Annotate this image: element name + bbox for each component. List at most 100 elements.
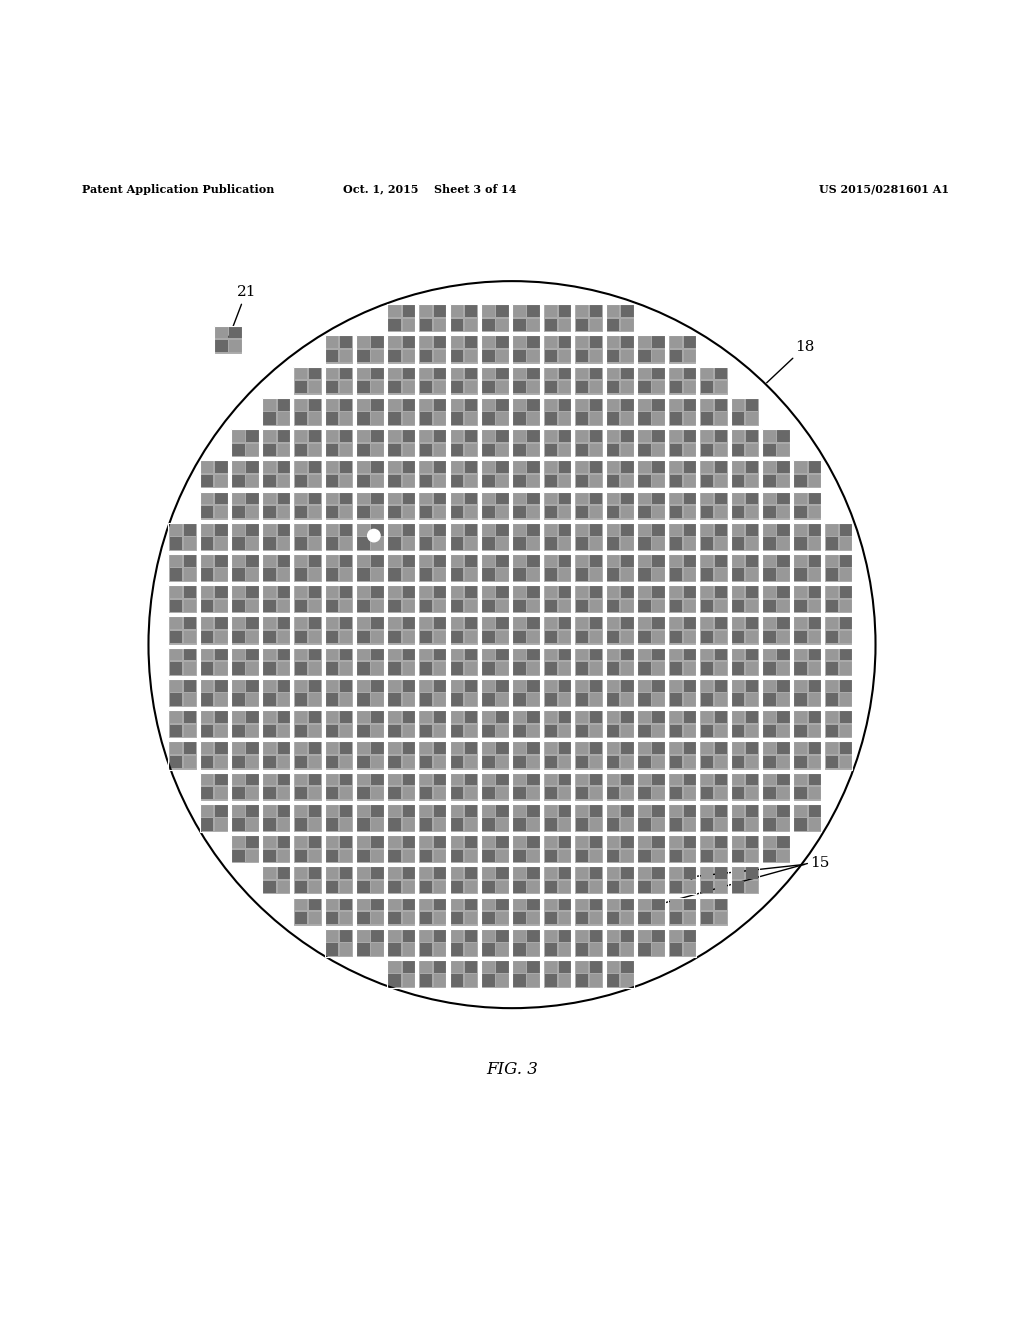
Bar xyxy=(497,680,509,692)
Bar xyxy=(325,491,352,520)
Bar xyxy=(481,772,509,801)
Bar xyxy=(309,710,322,723)
Bar xyxy=(482,804,495,817)
Bar xyxy=(575,944,588,956)
Bar xyxy=(420,523,432,536)
Bar xyxy=(481,429,509,457)
Bar xyxy=(356,491,384,520)
Bar xyxy=(575,412,588,425)
Bar xyxy=(293,648,322,676)
Bar xyxy=(388,818,400,830)
Bar xyxy=(574,585,602,614)
Bar xyxy=(450,429,477,457)
Bar xyxy=(293,397,322,426)
Bar xyxy=(824,616,852,644)
Bar xyxy=(668,554,696,582)
Bar xyxy=(450,836,477,863)
Bar xyxy=(482,880,495,894)
Bar xyxy=(295,399,307,411)
Bar xyxy=(606,772,634,801)
Bar xyxy=(795,756,807,768)
Bar xyxy=(809,537,821,549)
Bar xyxy=(824,742,852,770)
Bar xyxy=(263,804,275,817)
Bar xyxy=(293,397,322,426)
Bar xyxy=(670,804,682,817)
Bar xyxy=(512,367,541,395)
Bar xyxy=(340,350,352,362)
Bar xyxy=(574,554,602,582)
Bar xyxy=(215,506,227,519)
Bar xyxy=(388,725,400,737)
Bar xyxy=(513,680,525,692)
Bar xyxy=(262,461,291,488)
Bar xyxy=(434,929,446,941)
Bar xyxy=(402,787,415,800)
Bar xyxy=(293,742,322,770)
Bar xyxy=(295,506,307,519)
Bar xyxy=(465,944,477,956)
Bar xyxy=(402,725,415,737)
Bar xyxy=(575,475,588,487)
Bar xyxy=(513,305,525,317)
Bar xyxy=(574,742,602,770)
Bar xyxy=(326,693,338,706)
Bar xyxy=(668,772,696,801)
Bar xyxy=(295,663,307,675)
Bar xyxy=(668,710,696,738)
Bar xyxy=(420,912,432,924)
Bar xyxy=(388,554,400,566)
Bar xyxy=(732,693,744,706)
Bar xyxy=(325,929,352,957)
Bar xyxy=(670,335,682,348)
Bar xyxy=(420,787,432,800)
Bar xyxy=(232,850,245,862)
Bar xyxy=(793,491,821,520)
Bar xyxy=(418,429,446,457)
Bar xyxy=(670,774,682,785)
Bar xyxy=(795,742,807,754)
Bar xyxy=(184,710,197,723)
Bar xyxy=(325,898,352,925)
Bar xyxy=(763,537,775,549)
Bar xyxy=(356,648,384,676)
Bar xyxy=(824,678,852,708)
Bar xyxy=(684,756,696,768)
Bar xyxy=(732,554,744,566)
Bar xyxy=(590,475,602,487)
Bar xyxy=(622,725,634,737)
Bar xyxy=(622,554,634,566)
Bar xyxy=(527,350,540,362)
Bar xyxy=(262,678,291,708)
Bar xyxy=(607,774,620,785)
Bar xyxy=(402,523,415,536)
Bar xyxy=(387,678,416,708)
Bar xyxy=(262,742,291,770)
Bar xyxy=(543,836,571,863)
Bar xyxy=(262,523,291,550)
Bar xyxy=(356,616,384,644)
Bar xyxy=(247,475,259,487)
Bar xyxy=(684,569,696,581)
Bar xyxy=(168,523,197,550)
Bar xyxy=(575,725,588,737)
Bar xyxy=(700,537,713,549)
Bar xyxy=(450,491,477,520)
Bar xyxy=(513,537,525,549)
Bar xyxy=(420,818,432,830)
Bar xyxy=(559,305,571,317)
Bar xyxy=(824,523,852,550)
Bar xyxy=(450,304,477,333)
Bar xyxy=(262,710,291,738)
Bar xyxy=(465,836,477,847)
Bar xyxy=(232,616,245,630)
Bar xyxy=(700,756,713,768)
Bar xyxy=(325,335,352,363)
Bar xyxy=(668,367,696,395)
Bar xyxy=(481,648,509,676)
Bar xyxy=(763,616,775,630)
Bar xyxy=(278,523,290,536)
Bar xyxy=(670,399,682,411)
Bar xyxy=(637,929,666,957)
Bar xyxy=(513,742,525,754)
